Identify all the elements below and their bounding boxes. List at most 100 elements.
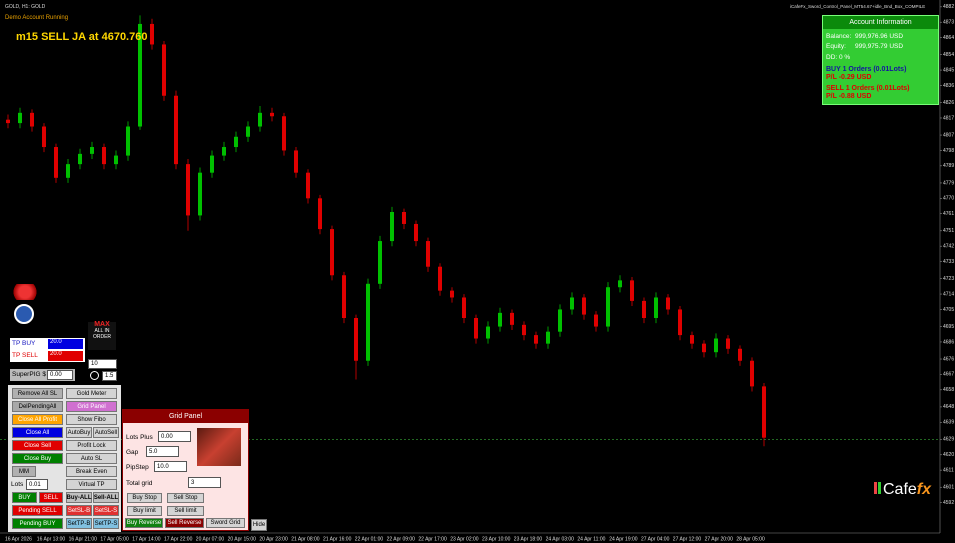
set-sl-sell[interactable]: SetSL-S — [93, 505, 119, 516]
candle-body — [726, 338, 730, 349]
sell-reverse[interactable]: Sell Reverse — [165, 518, 204, 528]
box-a[interactable]: 10 — [88, 359, 117, 369]
box-b[interactable]: 1.5 — [102, 371, 117, 381]
candle-body — [594, 314, 598, 327]
y-tick-label: 4864 — [943, 35, 954, 41]
remove-all-sl[interactable]: Remove All SL — [12, 388, 63, 399]
x-tick-label: 27 Apr 04:00 — [641, 536, 670, 542]
logo-bar — [878, 482, 881, 494]
pipstep-label: PipStep — [126, 464, 149, 471]
lots-plus-input[interactable]: 0.00 — [158, 431, 191, 442]
pipstep-input[interactable]: 10.0 — [154, 461, 187, 472]
sell-all[interactable]: Sell-ALL — [93, 492, 119, 503]
lots-input[interactable]: 0.01 — [26, 479, 48, 490]
del-pending-all[interactable]: DelPendingAll — [12, 401, 63, 412]
candle-body — [150, 23, 154, 45]
candle-body — [90, 147, 94, 154]
pending-buy[interactable]: Pending BUY — [12, 518, 63, 529]
close-all-profit[interactable]: Close All Profit — [12, 414, 63, 425]
y-tick-label: 4714 — [943, 291, 954, 297]
hand-icon[interactable] — [14, 304, 34, 324]
auto-buy[interactable]: AutoBuy — [66, 427, 92, 438]
buy-limit[interactable]: Buy limit — [127, 506, 162, 516]
candle-body — [390, 212, 394, 242]
close-all[interactable]: Close All — [12, 427, 63, 438]
buy-stop[interactable]: Buy Stop — [127, 493, 162, 503]
pending-sell[interactable]: Pending SELL — [12, 505, 63, 516]
y-tick-label: 4770 — [943, 196, 954, 202]
balance: 999,976.96 USD — [855, 33, 904, 40]
y-tick-label: 4798 — [943, 148, 954, 154]
buy-pl: P/L -0.29 USD — [826, 74, 872, 81]
clock-icon — [90, 371, 99, 380]
candle-body — [378, 241, 382, 284]
grid-panel: Grid Panel Lots Plus 0.00 Gap 5.0 PipSte… — [122, 409, 249, 531]
mm[interactable]: MM — [12, 466, 36, 477]
auto-sl[interactable]: Auto SL — [66, 453, 117, 464]
x-tick-label: 22 Apr 09:00 — [387, 536, 416, 542]
grid-panel-button[interactable]: Grid Panel — [66, 401, 117, 412]
y-tick-label: 4705 — [943, 307, 954, 313]
hide-button[interactable]: Hide — [251, 519, 267, 531]
y-tick-label: 4695 — [943, 324, 954, 330]
virtual-tp[interactable]: Virtual TP — [66, 479, 117, 490]
set-tp-sell[interactable]: SetTP-S — [93, 518, 119, 529]
auto-sell[interactable]: AutoSell — [93, 427, 119, 438]
candle-body — [474, 318, 478, 339]
candle-body — [42, 126, 46, 148]
candle-body — [630, 280, 634, 301]
candle-body — [138, 23, 142, 127]
candle-body — [750, 360, 754, 387]
x-tick-label: 17 Apr 05:00 — [100, 536, 129, 542]
x-tick-label: 24 Apr 11:00 — [577, 536, 605, 542]
y-tick-label: 4817 — [943, 115, 954, 121]
x-tick-label: 21 Apr 08:00 — [291, 536, 320, 542]
candle-body — [78, 153, 82, 165]
candle-body — [678, 309, 682, 336]
candle-body — [438, 266, 442, 291]
y-tick-label: 4836 — [943, 83, 954, 89]
close-sell[interactable]: Close Sell — [12, 440, 63, 451]
sword-grid[interactable]: Sword Grid — [206, 518, 245, 528]
gap-input[interactable]: 5.0 — [146, 446, 179, 457]
break-even[interactable]: Break Even — [66, 466, 117, 477]
set-tp-buy[interactable]: SetTP-B — [66, 518, 92, 529]
sell[interactable]: SELL — [39, 492, 63, 503]
mascot-icon[interactable] — [12, 284, 38, 300]
x-tick-label: 23 Apr 02:00 — [450, 536, 479, 542]
total-grid-input[interactable]: 3 — [188, 477, 221, 488]
sell-limit[interactable]: Sell limit — [167, 506, 204, 516]
set-sl-buy[interactable]: SetSL-B — [66, 505, 92, 516]
lots-label: Lots — [11, 481, 24, 488]
y-tick-label: 4648 — [943, 404, 954, 410]
drawdown: DD: 0 % — [826, 54, 851, 61]
control-panel: Remove All SL Gold Meter DelPendingAll Grid… — [8, 385, 121, 532]
gold-meter[interactable]: Gold Meter — [66, 388, 117, 399]
tp-sell-input[interactable]: 20.0 — [48, 351, 83, 361]
buy-reverse[interactable]: Buy Reverse — [125, 518, 163, 528]
candle-body — [54, 147, 58, 178]
candle-body — [450, 290, 454, 298]
candle-body — [606, 287, 610, 327]
profit-lock[interactable]: Profit Lock — [66, 440, 117, 451]
y-tick-label: 4789 — [943, 163, 954, 169]
close-buy[interactable]: Close Buy — [12, 453, 63, 464]
y-tick-label: 4733 — [943, 259, 954, 265]
candle-body — [402, 212, 406, 224]
superpig-input[interactable]: 0.00 — [47, 370, 73, 380]
candle-body — [498, 312, 502, 327]
show-fibo[interactable]: Show Fibo — [66, 414, 117, 425]
buy[interactable]: BUY — [12, 492, 37, 503]
buy-all[interactable]: Buy-ALL — [66, 492, 92, 503]
tp-buy-input[interactable]: 20.0 — [48, 339, 83, 349]
tp-buy-row: TP BUY 20.0 — [10, 338, 85, 350]
x-tick-label: 16 Apr 2026 — [5, 536, 32, 542]
sell-stop[interactable]: Sell Stop — [167, 493, 204, 503]
max-logo: MAX ALL IN ORDER — [88, 321, 116, 350]
candle-body — [510, 312, 514, 325]
candle-body — [162, 44, 166, 96]
max-text: MAX — [94, 321, 110, 328]
candle-body — [426, 241, 430, 267]
